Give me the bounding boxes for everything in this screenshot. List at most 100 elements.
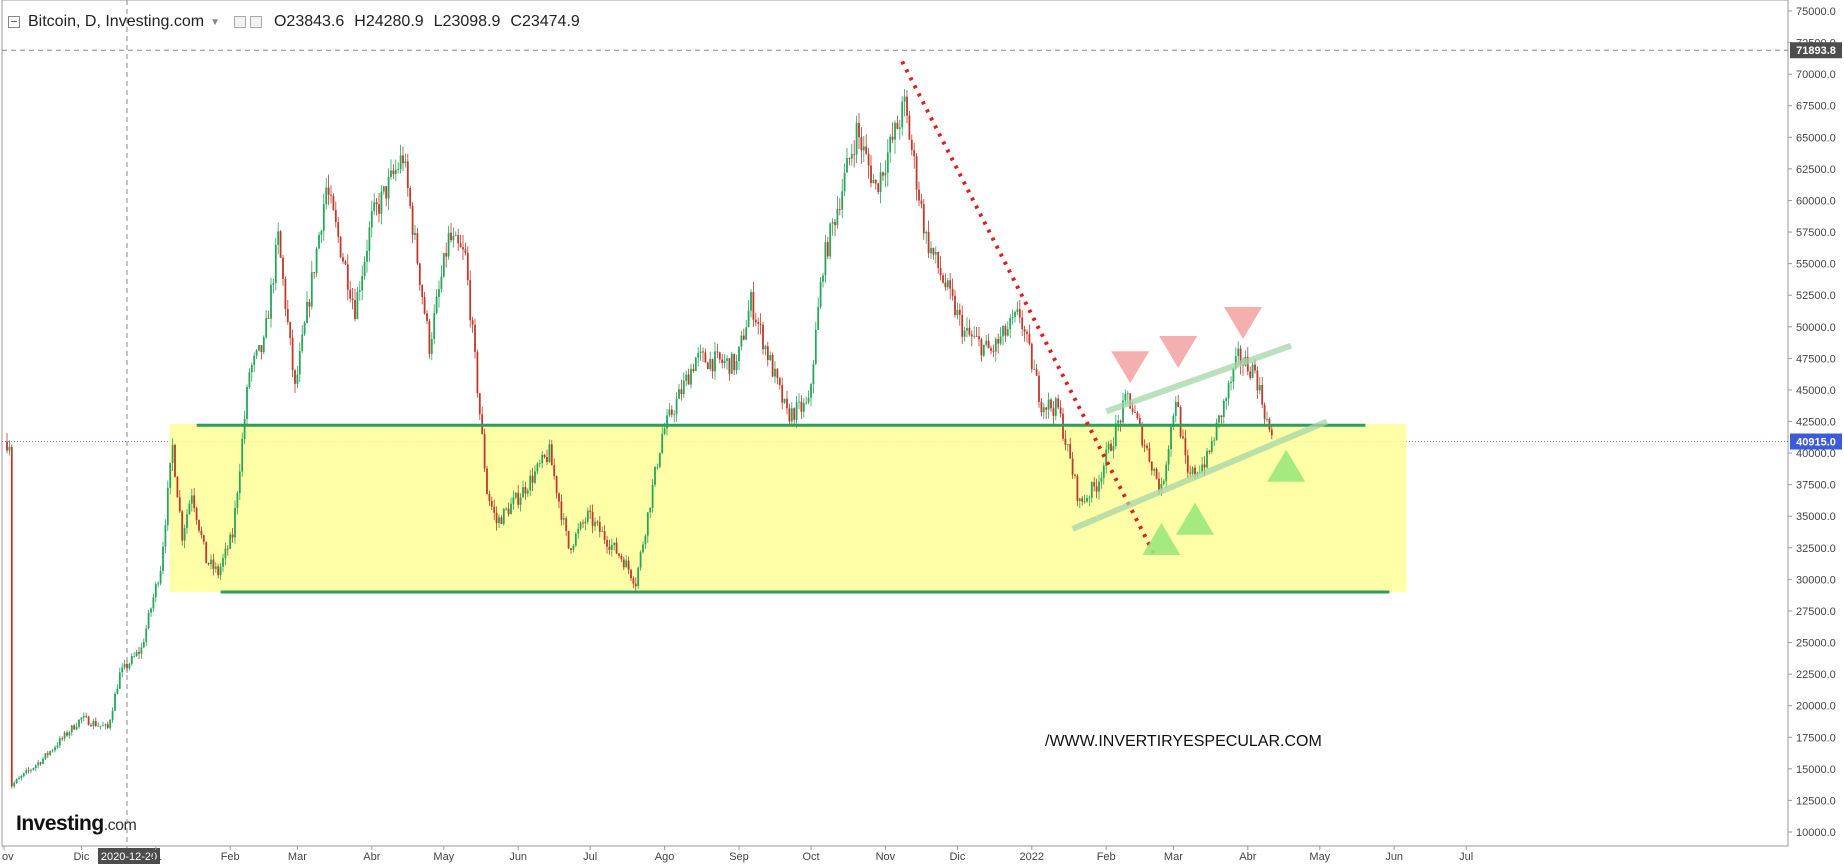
candle-body [1093, 482, 1096, 487]
candle-body [865, 146, 868, 154]
candle-body [764, 346, 767, 350]
candle-body [889, 136, 892, 153]
candle-body [1256, 370, 1259, 391]
candle-body [1095, 486, 1098, 492]
candle-body [1052, 408, 1055, 416]
candle-body [349, 289, 352, 299]
candle-body [531, 475, 534, 483]
candle-body [1076, 475, 1079, 501]
y-tick-label: 12500.0 [1796, 795, 1836, 807]
y-tick-label: 15000.0 [1796, 764, 1836, 776]
eye-toggle-icon[interactable] [233, 16, 246, 28]
candle-body [370, 211, 373, 228]
candle-body [805, 402, 808, 404]
candle-body [1030, 343, 1033, 370]
crosshair-price-label-box [1790, 42, 1842, 59]
candle-body [1206, 450, 1208, 468]
candle-body [25, 770, 28, 774]
candle-body [450, 232, 452, 241]
candle-body [1057, 398, 1060, 408]
candle-body [1136, 412, 1139, 418]
candle-body [704, 352, 707, 363]
candle-body [757, 322, 760, 324]
candle-body [488, 493, 491, 501]
candle-body [56, 745, 59, 748]
candle-body [1215, 422, 1218, 441]
candle-body [968, 328, 971, 335]
candle-body [963, 330, 966, 337]
candle-body [1071, 458, 1074, 475]
candle-body [985, 340, 988, 345]
candle-body [982, 344, 985, 356]
candle-body [1150, 461, 1153, 471]
candle-body [560, 501, 563, 520]
candle-body [296, 374, 299, 384]
plot-frame [1, 0, 1789, 847]
candle-body [241, 438, 244, 472]
support-marker [1176, 502, 1214, 535]
candle-body [714, 351, 716, 372]
candle-body [162, 546, 164, 571]
candle-body [553, 465, 556, 477]
candle-body [1014, 311, 1016, 318]
candle-body [750, 292, 752, 311]
candle-body [306, 301, 308, 323]
candle-body [802, 402, 805, 412]
candle-body [944, 282, 947, 288]
candle-body [994, 338, 997, 352]
candle-body [1009, 318, 1012, 330]
y-tick-label: 42500.0 [1796, 417, 1836, 429]
candle-body [870, 165, 872, 184]
candle-body [1006, 329, 1009, 336]
candle-body [212, 559, 215, 569]
candle-body [942, 275, 944, 283]
candle-body [135, 652, 138, 656]
candle-body [687, 374, 690, 385]
candle-body [442, 253, 445, 277]
candle-body [51, 750, 54, 752]
candle-body [814, 329, 817, 364]
x-tick-label: Jun [1385, 851, 1403, 863]
settings-toggle-icon[interactable] [249, 16, 262, 28]
candle-body [663, 428, 666, 434]
ohlc-open: O23843.6 [273, 13, 345, 30]
candle-body [570, 548, 572, 550]
candle-body [651, 484, 654, 508]
candle-body [858, 123, 860, 138]
candle-body [238, 471, 241, 494]
candle-body [1191, 467, 1194, 474]
candle-body [181, 511, 184, 541]
collapse-icon[interactable] [8, 16, 20, 28]
candle-body [1249, 371, 1252, 378]
candle-body [726, 358, 728, 361]
candle-body [342, 257, 344, 262]
candle-body [13, 782, 16, 787]
candle-body [786, 398, 788, 409]
candle-body [622, 559, 625, 568]
candle-body [922, 204, 925, 234]
candle-body [500, 517, 503, 524]
candle-body [606, 539, 608, 547]
y-tick-label: 52500.0 [1796, 290, 1836, 302]
candle-body [1086, 498, 1088, 502]
candle-body [534, 471, 536, 483]
symbol-title[interactable]: Bitcoin, D, Investing.com [28, 13, 205, 30]
candle-body [1143, 445, 1146, 447]
candle-body [502, 508, 505, 524]
candle-body [325, 187, 328, 205]
price-axis: 75000.072500.070000.067500.065000.062500… [1788, 6, 1842, 839]
chevron-down-icon[interactable]: ▼ [210, 16, 220, 28]
ohlc-high: H24280.9 [354, 13, 424, 30]
candle-body [414, 232, 416, 235]
candle-body [961, 314, 964, 337]
candle-body [778, 378, 781, 385]
candle-body [344, 261, 347, 265]
candle-body [385, 186, 388, 199]
candle-body [951, 288, 954, 296]
candle-body [915, 156, 918, 190]
candle-body [783, 398, 786, 403]
candle-body [1170, 426, 1172, 449]
candle-body [577, 528, 580, 534]
candle-body [310, 272, 313, 307]
